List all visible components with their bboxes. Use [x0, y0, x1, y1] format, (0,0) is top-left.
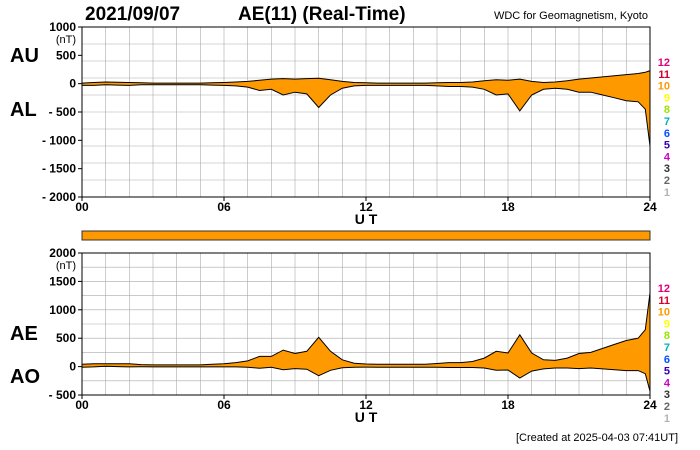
level-scale-number: 7 — [664, 116, 670, 128]
series-line-al — [82, 84, 651, 147]
y-unit-label: (nT) — [56, 34, 76, 46]
level-scale-number: 3 — [664, 389, 670, 401]
y-tick-label: - 2000 — [42, 190, 76, 204]
org-label: WDC for Geomagnetism, Kyoto — [493, 10, 648, 22]
panel-label-lower: AL — [10, 99, 37, 121]
level-scale-number: 12 — [658, 283, 670, 295]
y-tick-label: 0 — [69, 360, 76, 374]
x-tick-label: 18 — [501, 200, 515, 214]
level-scale-number: 3 — [664, 163, 670, 175]
level-scale-number: 4 — [664, 151, 671, 163]
x-axis-label: U T — [355, 409, 378, 425]
level-scale-number: 6 — [664, 354, 670, 366]
x-tick-label: 06 — [217, 200, 231, 214]
series-line-ao — [81, 365, 651, 392]
y-tick-label: - 500 — [49, 105, 77, 119]
level-scale-number: 9 — [664, 318, 670, 330]
level-scale-number: 11 — [658, 295, 670, 307]
level-scale-number: 2 — [664, 401, 670, 413]
x-tick-label: 24 — [643, 200, 657, 214]
level-scale-number: 5 — [664, 366, 670, 378]
y-tick-label: 1500 — [49, 274, 76, 288]
x-tick-label: 00 — [75, 398, 89, 412]
y-tick-label: 0 — [69, 77, 76, 91]
x-tick-label: 24 — [643, 398, 657, 412]
level-scale-number: 1 — [664, 187, 670, 199]
series-line-au — [81, 70, 651, 84]
x-tick-label: 00 — [75, 200, 89, 214]
y-tick-label: 1000 — [49, 20, 76, 34]
y-tick-label: 1000 — [49, 303, 76, 317]
level-scale-number: 5 — [664, 140, 670, 152]
level-scale-number: 4 — [664, 377, 671, 389]
level-scale-number: 1 — [664, 413, 670, 425]
y-tick-label: 2000 — [49, 246, 76, 260]
level-scale-number: 12 — [658, 57, 670, 69]
y-tick-label: 500 — [56, 48, 76, 62]
level-scale-number: 9 — [664, 92, 670, 104]
panel-label-upper: AE — [10, 323, 38, 345]
created-timestamp: [Created at 2025-04-03 07:41UT] — [515, 432, 678, 444]
y-tick-label: - 500 — [49, 388, 77, 402]
chart-title: AE(11) (Real-Time) — [238, 4, 406, 25]
series-line-ae — [81, 292, 651, 366]
x-tick-label: 06 — [217, 398, 231, 412]
panel-label-upper: AU — [10, 45, 39, 67]
level-scale-number: 10 — [658, 81, 670, 93]
x-tick-label: 12 — [359, 200, 373, 214]
x-tick-label: 12 — [359, 398, 373, 412]
level-scale-number: 7 — [664, 342, 670, 354]
level-scale-number: 8 — [664, 104, 670, 116]
level-scale-number: 10 — [658, 307, 670, 319]
y-tick-label: 500 — [56, 331, 76, 345]
y-tick-label: - 1500 — [42, 162, 76, 176]
level-scale-number: 6 — [664, 128, 670, 140]
x-tick-label: 18 — [501, 398, 515, 412]
y-tick-label: - 1000 — [42, 133, 76, 147]
date-title: 2021/09/07 — [85, 4, 181, 25]
y-unit-label: (nT) — [56, 260, 76, 272]
series-fill-au — [82, 70, 650, 146]
level-scale-number: 8 — [664, 330, 670, 342]
level-scale-number: 2 — [664, 175, 670, 187]
separator-bar — [81, 230, 651, 241]
level-scale-number: 11 — [658, 69, 670, 81]
x-axis-label: U T — [355, 211, 378, 227]
panel-label-lower: AO — [10, 366, 40, 388]
